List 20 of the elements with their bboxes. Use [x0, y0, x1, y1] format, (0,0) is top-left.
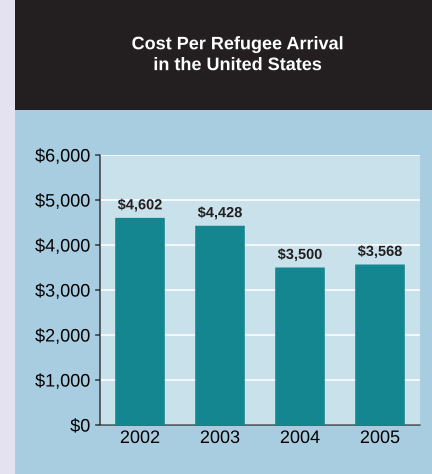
y-tick-label: $3,000: [35, 283, 90, 299]
data-label: $4,602: [118, 198, 162, 212]
bar: [195, 226, 245, 425]
bar: [275, 268, 325, 425]
chart-title: Cost Per Refugee Arrival in the United States: [132, 36, 342, 70]
x-tick-label: 2002: [120, 430, 160, 444]
data-label: $3,568: [358, 245, 402, 258]
y-tick-label: $5,000: [35, 193, 90, 209]
x-tick-label: 2003: [200, 430, 240, 444]
y-tick-label: $2,000: [35, 328, 90, 344]
x-tick-label: 2005: [360, 430, 400, 444]
data-label: $4,428: [198, 206, 242, 220]
bar: [115, 218, 165, 425]
y-tick-label: $4,000: [35, 238, 90, 254]
y-tick-label: $1,000: [35, 373, 90, 389]
x-tick-label: 2004: [280, 430, 320, 444]
data-label: $3,500: [278, 248, 322, 262]
bar: [355, 264, 405, 425]
y-tick-label: $6,000: [35, 148, 90, 164]
y-tick-label: $0: [70, 418, 90, 433]
